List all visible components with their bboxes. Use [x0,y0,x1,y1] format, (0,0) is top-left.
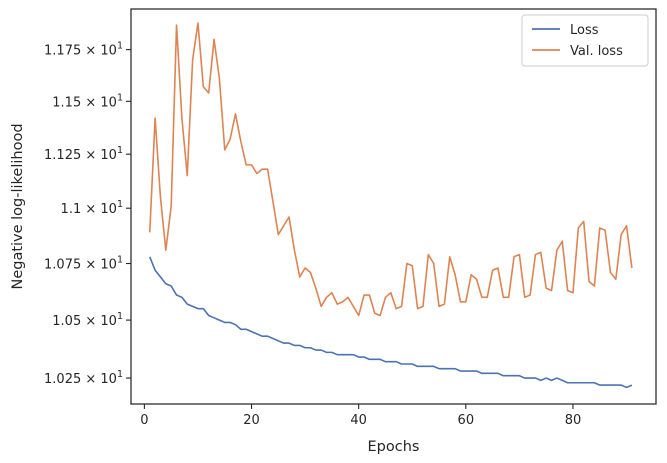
y-tick-label: 1.125 × 101 [44,145,123,163]
y-tick-times: × [81,202,100,217]
y-tick-mantissa: 1.175 [44,44,81,59]
x-tick-label: 20 [243,413,260,428]
y-tick-exponent: 1 [117,145,123,156]
y-tick-label: 1.05 × 101 [52,311,123,329]
y-tick-exponent: 1 [117,311,123,322]
y-tick-base: 10 [100,372,117,387]
y-tick-label: 1.175 × 101 [44,41,123,59]
x-tick-label: 80 [565,413,582,428]
x-axis-ticks: 0 20 40 60 80 [140,404,581,428]
y-tick-label: 1.15 × 101 [52,92,123,110]
y-tick-times: × [81,258,100,273]
y-tick-times: × [81,44,100,59]
y-tick-base: 10 [100,314,117,329]
y-tick-mantissa: 1.1 [61,202,82,217]
y-tick-mantissa: 1.125 [44,148,81,163]
plot-area [148,22,633,389]
series-line-loss [149,256,633,389]
legend-entry: Loss [532,23,599,38]
y-tick-mantissa: 1.15 [52,95,81,110]
series-line-val-loss [148,22,633,317]
legend-label: Val. loss [570,44,623,59]
y-tick-exponent: 1 [117,255,123,266]
x-tick-label: 60 [458,413,475,428]
y-tick-base: 10 [100,148,117,163]
y-tick-exponent: 1 [117,369,123,380]
plot-frame [130,8,657,405]
y-tick-mantissa: 1.05 [52,314,81,329]
y-tick-times: × [81,148,100,163]
legend-box [521,14,649,67]
y-tick-exponent: 1 [117,199,123,210]
legend-entry: Val. loss [532,44,623,59]
y-tick-base: 10 [100,95,117,110]
y-tick-times: × [81,95,100,110]
y-tick-base: 10 [100,44,117,59]
legend: Loss Val. loss [521,14,649,67]
y-tick-exponent: 1 [117,41,123,52]
y-tick-label: 1.025 × 101 [44,369,123,387]
x-tick-label: 0 [140,413,148,428]
y-tick-exponent: 1 [117,92,123,103]
y-axis-label: Negative log-likelihood [10,123,26,289]
y-tick-times: × [81,372,100,387]
y-tick-label: 1.1 × 101 [61,199,123,217]
y-tick-mantissa: 1.075 [44,258,81,273]
y-tick-base: 10 [100,202,117,217]
y-tick-times: × [81,314,100,329]
y-tick-mantissa: 1.025 [44,372,81,387]
y-tick-label: 1.075 × 101 [44,255,123,273]
y-tick-base: 10 [100,258,117,273]
legend-label: Loss [570,23,599,38]
x-axis-label: Epochs [368,439,420,455]
x-tick-label: 40 [350,413,367,428]
